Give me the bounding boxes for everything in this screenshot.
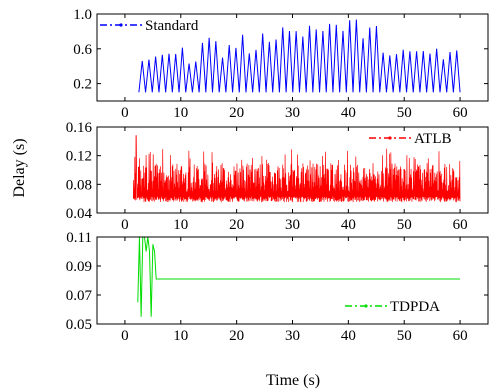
x-tick-label: 30	[285, 105, 300, 121]
x-tick-label: 50	[397, 217, 412, 233]
legend-label: Standard	[145, 18, 199, 34]
x-tick-label: 50	[397, 105, 412, 121]
legend: ATLB	[369, 131, 452, 147]
x-tick-label: 50	[397, 328, 412, 344]
series-line-tdpda	[137, 237, 461, 317]
series-line-standard	[138, 19, 461, 93]
x-tick-label: 10	[173, 217, 188, 233]
y-axis-label: Delay (s)	[11, 138, 28, 197]
x-tick-label: 30	[285, 328, 300, 344]
x-tick-label: 20	[229, 217, 244, 233]
x-tick-label: 60	[453, 217, 468, 233]
panel-top: 0 10 20 30 40 50 60 0.2 0.6 1.0 Standard	[73, 7, 489, 121]
x-tick-label: 60	[453, 105, 468, 121]
x-tick-label: 40	[341, 217, 356, 233]
panel-bottom: 0 10 20 30 40 50 60 0.05 0.07 0.09 0.11 TDPDA	[66, 230, 489, 344]
y-tick-label: 0.08	[66, 177, 92, 193]
x-tick-label: 0	[121, 105, 129, 121]
x-tick-label: 60	[453, 328, 468, 344]
y-tick-label: 0.05	[66, 317, 92, 333]
x-tick-label: 30	[285, 217, 300, 233]
x-tick-label: 40	[341, 328, 356, 344]
x-tick-label: 20	[229, 328, 244, 344]
x-axis-label: Time (s)	[266, 372, 320, 389]
x-tick-label: 10	[173, 105, 188, 121]
y-tick-label: 0.12	[66, 149, 92, 165]
y-tick-label: 0.16	[66, 120, 93, 136]
y-tick-label: 0.09	[66, 259, 92, 275]
legend-label: ATLB	[414, 131, 452, 147]
legend: Standard	[100, 18, 199, 34]
legend-label: TDPDA	[390, 299, 440, 315]
y-tick-label: 0.07	[66, 288, 93, 304]
series-line-atlb	[132, 135, 461, 203]
y-tick-label: 0.04	[66, 206, 93, 222]
y-tick-label: 1.0	[73, 7, 92, 23]
x-tick-label: 0	[121, 217, 129, 233]
legend: TDPDA	[345, 299, 440, 315]
x-tick-label: 10	[173, 328, 188, 344]
y-tick-label: 0.6	[73, 42, 92, 58]
panel-middle: 0 10 20 30 40 50 60 0.04 0.08 0.12 0.16 ATLB	[66, 120, 489, 233]
x-tick-label: 0	[121, 328, 129, 344]
y-tick-label: 0.11	[66, 230, 92, 246]
x-tick-label: 40	[341, 105, 356, 121]
y-tick-label: 0.2	[73, 77, 92, 93]
x-tick-label: 20	[229, 105, 244, 121]
